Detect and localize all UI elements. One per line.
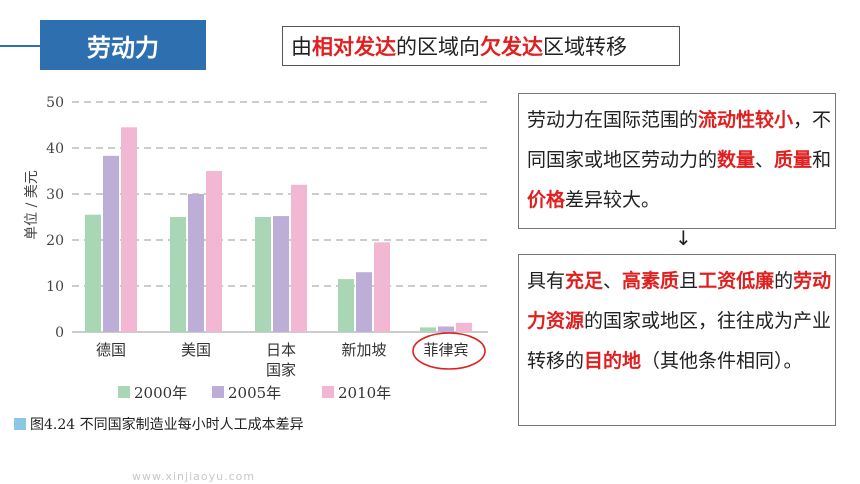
legend-label: 2005年 <box>228 384 281 402</box>
highlight-text: 质量 <box>774 149 813 171</box>
bar-2005年-3 <box>356 272 372 332</box>
legend-swatch <box>118 386 130 398</box>
body-text: 区域转移 <box>543 35 627 59</box>
bar-2005年-1 <box>188 194 204 332</box>
body-text: 且 <box>679 270 699 292</box>
legend-swatch <box>212 386 224 398</box>
down-arrow-icon: ↓ <box>675 226 692 250</box>
legend-label: 2010年 <box>338 384 391 402</box>
body-text: 的 <box>774 270 794 292</box>
bar-2005年-2 <box>273 216 289 332</box>
body-text: 差异较大。 <box>565 189 661 211</box>
legend-swatch <box>322 386 334 398</box>
y-tick-label: 50 <box>46 95 64 111</box>
body-text: 、 <box>755 149 775 171</box>
bar-2005年-0 <box>103 155 119 332</box>
highlight-text: 高素质 <box>622 270 680 292</box>
bar-2010年-1 <box>206 171 222 332</box>
info-box-2: 具有充足、高素质且工资低廉的劳动力资源的国家或地区，往往成为产业转移的目的地（其… <box>518 254 836 426</box>
y-tick-label: 10 <box>46 279 64 295</box>
highlight-text: 充足 <box>565 270 604 292</box>
bar-2000年-1 <box>170 217 186 332</box>
y-tick-label: 20 <box>46 233 64 249</box>
bar-2005年-4 <box>438 326 454 332</box>
bar-2000年-2 <box>255 217 271 332</box>
highlight-text: 数量 <box>717 149 756 171</box>
x-tick-label: 新加坡 <box>341 341 386 359</box>
bar-2000年-3 <box>338 279 354 332</box>
body-text: 由 <box>291 35 312 59</box>
bar-2000年-0 <box>85 214 101 332</box>
x-tick-label: 德国 <box>96 341 126 359</box>
body-text: ，不同国家或地区劳动力的 <box>527 109 832 171</box>
x-tick-label: 国家 <box>266 361 296 379</box>
y-axis-ticks: 0 10 20 30 40 50 <box>46 95 64 341</box>
header-accent-line <box>0 45 45 47</box>
body-text: 的区域向 <box>396 35 480 59</box>
bar-2010年-2 <box>291 184 307 332</box>
y-tick-label: 0 <box>55 325 64 341</box>
body-text: （其他条件相同）。 <box>641 350 803 372</box>
legend-label: 2000年 <box>134 384 187 402</box>
highlight-text: 欠发达 <box>480 35 543 59</box>
bar-2000年-4 <box>420 327 436 332</box>
body-text: 、 <box>603 270 623 292</box>
body-text: 的国家或地区，往往成为产业转移的 <box>527 310 832 372</box>
y-axis-label: 单位 / 美元 <box>24 170 40 240</box>
bar-2010年-3 <box>374 242 390 332</box>
philippines-highlight-circle <box>412 332 486 370</box>
body-text: 具有 <box>527 270 566 292</box>
subtitle-box: 由相对发达 的区域向 欠发达 区域转移 <box>282 26 680 66</box>
highlight-text: 工资低廉 <box>698 270 775 292</box>
info-box-1: 劳动力在国际范围的流动性较小，不同国家或地区劳动力的数量、质量和价格差异较大。 <box>518 93 836 229</box>
highlight-text: 相对发达 <box>312 35 396 59</box>
caption-text: 图4.24 不同国家制造业每小时人工成本差异 <box>30 417 304 433</box>
highlight-text: 流动性较小 <box>698 109 794 131</box>
bar-2010年-4 <box>456 322 472 332</box>
y-tick-label: 30 <box>46 187 64 203</box>
caption-marker-icon <box>14 418 26 430</box>
highlight-text: 劳动力资源 <box>527 270 832 332</box>
body-text: 和 <box>812 149 832 171</box>
chart-legend: 2000年 2005年 2010年 <box>118 384 391 402</box>
highlight-text: 价格 <box>527 189 566 211</box>
bar-marks <box>85 127 472 332</box>
body-text: 劳动力在国际范围的 <box>527 109 699 131</box>
figure-caption: 图4.24 不同国家制造业每小时人工成本差异 <box>14 414 304 434</box>
highlight-text: 目的地 <box>584 350 642 372</box>
x-tick-label: 日本 <box>266 341 296 359</box>
x-tick-label: 菲律宾 <box>423 341 468 359</box>
bar-2010年-0 <box>121 127 137 332</box>
y-tick-label: 40 <box>46 141 64 157</box>
watermark: www.xinjiaoyu.com <box>132 470 256 483</box>
section-title-text: 劳动力 <box>87 33 159 62</box>
x-tick-label: 美国 <box>181 341 211 359</box>
section-title: 劳动力 <box>40 20 206 70</box>
